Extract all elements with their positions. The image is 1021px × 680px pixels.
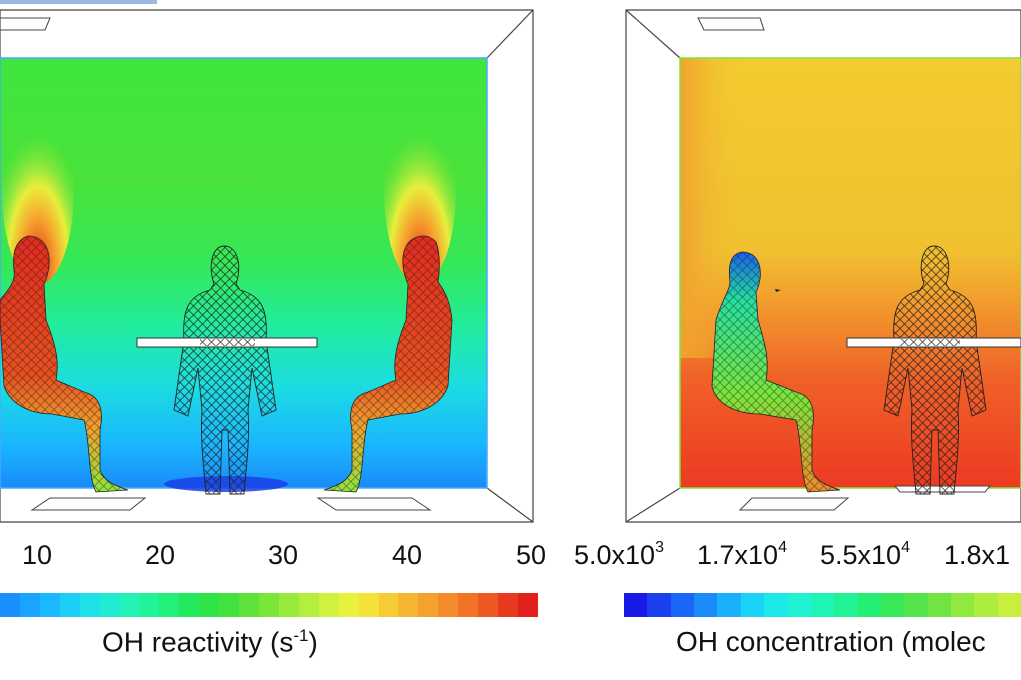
left-colorbar-swatch-14 — [278, 593, 299, 617]
left-plume-2 — [384, 95, 456, 285]
right-room — [625, 9, 1021, 523]
left-seated-figure-1 — [0, 235, 129, 493]
left-tick-20: 20 — [145, 540, 176, 570]
left-colorbar-swatch-20 — [398, 593, 419, 617]
floor-vent-1 — [30, 497, 147, 511]
right-tick-2: 1.7x104 — [697, 539, 787, 570]
right-colorbar-swatch-7 — [787, 593, 811, 617]
left-colorbar-swatch-3 — [59, 593, 80, 617]
left-colorbar-swatch-24 — [478, 593, 499, 617]
floor-vent-2 — [316, 497, 432, 511]
right-table — [846, 337, 1021, 348]
left-colorbar-swatch-0 — [0, 593, 20, 617]
left-colorbar-swatch-13 — [258, 593, 279, 617]
right-colorbar — [624, 593, 1021, 617]
right-standing-figure — [883, 245, 987, 495]
left-colorbar-swatch-23 — [458, 593, 479, 617]
right-tick-4: 1.8x1 — [944, 540, 1011, 570]
left-colorbar-swatch-1 — [19, 593, 40, 617]
right-colorbar-swatch-8 — [810, 593, 835, 617]
left-colorbar-swatch-26 — [517, 593, 538, 617]
left-tick-30: 30 — [268, 540, 299, 570]
left-colorbar-swatch-7 — [139, 593, 160, 617]
right-colorbar-swatch-11 — [880, 593, 905, 617]
left-colorbar-swatch-10 — [199, 593, 220, 617]
right-colorbar-swatch-15 — [974, 593, 998, 617]
right-colorbar-swatch-4 — [717, 593, 741, 617]
ceiling-vent — [0, 17, 51, 31]
right-colorbar-label: OH concentration (molec — [676, 626, 986, 657]
left-colorbar-swatch-21 — [418, 593, 439, 617]
top-strip — [0, 0, 157, 4]
left-tick-50: 50 — [516, 540, 547, 570]
right-colorbar-swatch-0 — [624, 593, 648, 617]
left-tick-10: 10 — [22, 540, 53, 570]
right-tick-3: 5.5x104 — [820, 539, 910, 570]
right-seated-figure — [711, 251, 841, 493]
left-colorbar-swatch-4 — [79, 593, 100, 617]
left-colorbar-swatch-6 — [119, 593, 140, 617]
left-colorbar-swatch-11 — [219, 593, 240, 617]
left-colorbar-swatch-5 — [99, 593, 120, 617]
left-colorbar-swatch-19 — [378, 593, 399, 617]
left-colorbar-swatch-2 — [39, 593, 60, 617]
left-tick-40: 40 — [392, 540, 423, 570]
left-colorbar-swatch-8 — [159, 593, 180, 617]
left-room — [0, 9, 534, 523]
right-colorbar-swatch-2 — [670, 593, 695, 617]
right-colorbar-swatch-6 — [764, 593, 788, 617]
left-colorbar-swatch-22 — [438, 593, 459, 617]
right-ceiling-vent — [697, 17, 765, 31]
right-colorbar-swatch-14 — [951, 593, 975, 617]
left-standing-figure — [173, 245, 277, 495]
left-colorbar — [0, 593, 538, 617]
left-table — [136, 337, 318, 348]
left-colorbar-label: OH reactivity (s-1) — [102, 626, 318, 658]
right-colorbar-swatch-10 — [857, 593, 881, 617]
right-colorbar-swatch-16 — [997, 593, 1021, 617]
left-colorbar-swatch-18 — [358, 593, 379, 617]
right-colorbar-swatch-3 — [694, 593, 718, 617]
left-colorbar-swatch-16 — [318, 593, 339, 617]
left-colorbar-swatch-17 — [338, 593, 359, 617]
left-colorbar-swatch-15 — [298, 593, 319, 617]
right-tick-1: 5.0x103 — [574, 539, 664, 570]
right-colorbar-swatch-5 — [740, 593, 765, 617]
left-colorbar-swatch-12 — [239, 593, 259, 617]
right-colorbar-swatch-9 — [834, 593, 858, 617]
right-colorbar-swatch-1 — [647, 593, 671, 617]
left-plume-1 — [2, 95, 74, 285]
right-floor-vent — [738, 497, 850, 511]
left-seated-figure-2 — [323, 235, 453, 493]
right-colorbar-swatch-12 — [904, 593, 928, 617]
left-colorbar-swatch-25 — [498, 593, 518, 617]
left-colorbar-swatch-9 — [179, 593, 200, 617]
right-colorbar-swatch-13 — [927, 593, 952, 617]
